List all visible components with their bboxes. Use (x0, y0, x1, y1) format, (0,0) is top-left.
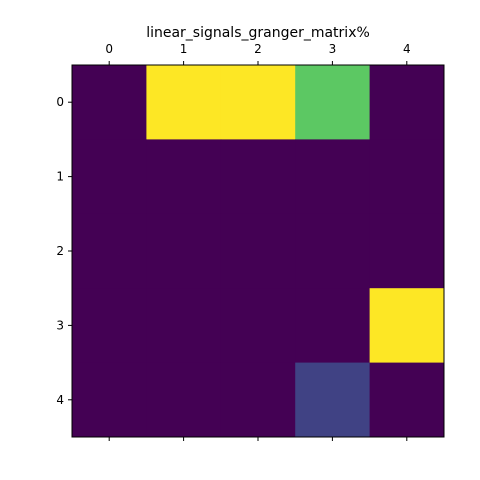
heatmap-cell-3-1 (146, 288, 222, 364)
heatmap-cell-0-3 (295, 65, 371, 140)
heatmap-cell-0-0 (72, 65, 147, 140)
heatmap-cell-3-3 (295, 288, 371, 364)
heatmap-cell-2-1 (146, 213, 222, 289)
chart-title: linear_signals_granger_matrix% (146, 25, 370, 41)
heatmap-cell-3-2 (220, 288, 296, 364)
heatmap-cell-1-1 (146, 139, 222, 215)
heatmap-cell-0-2 (220, 65, 296, 140)
heatmap-cell-2-0 (72, 213, 147, 289)
y-tick-label: 3 (56, 318, 64, 332)
heatmap-cells (72, 65, 445, 438)
heatmap-cell-2-4 (369, 213, 445, 289)
heatmap-cell-2-3 (295, 213, 371, 289)
heatmap-cell-1-2 (220, 139, 296, 215)
heatmap-cell-1-0 (72, 139, 147, 215)
y-tick-label: 0 (56, 95, 64, 109)
x-tick-label: 4 (403, 42, 411, 56)
x-tick-label: 2 (254, 42, 262, 56)
heatmap-cell-4-4 (369, 362, 445, 438)
x-tick-label: 0 (105, 42, 113, 56)
heatmap-cell-4-3 (295, 362, 371, 438)
x-tick-label: 1 (180, 42, 188, 56)
heatmap-cell-4-0 (72, 362, 147, 438)
heatmap-cell-1-4 (369, 139, 445, 215)
heatmap-cell-2-2 (220, 213, 296, 289)
heatmap-cell-3-0 (72, 288, 147, 364)
y-tick-label: 4 (56, 393, 64, 407)
y-tick-label: 1 (56, 170, 64, 184)
heatmap-cell-1-3 (295, 139, 371, 215)
heatmap-cell-0-4 (369, 65, 445, 140)
y-tick-label: 2 (56, 244, 64, 258)
x-tick-label: 3 (329, 42, 337, 56)
heatmap-cell-4-2 (220, 362, 296, 438)
heatmap-cell-3-4 (369, 288, 445, 364)
heatmap-cell-4-1 (146, 362, 222, 438)
heatmap-cell-0-1 (146, 65, 222, 140)
y-axis-ticks: 0 1 2 3 4 (56, 95, 72, 407)
x-axis-ticks: 0 1 2 3 4 (105, 42, 411, 441)
